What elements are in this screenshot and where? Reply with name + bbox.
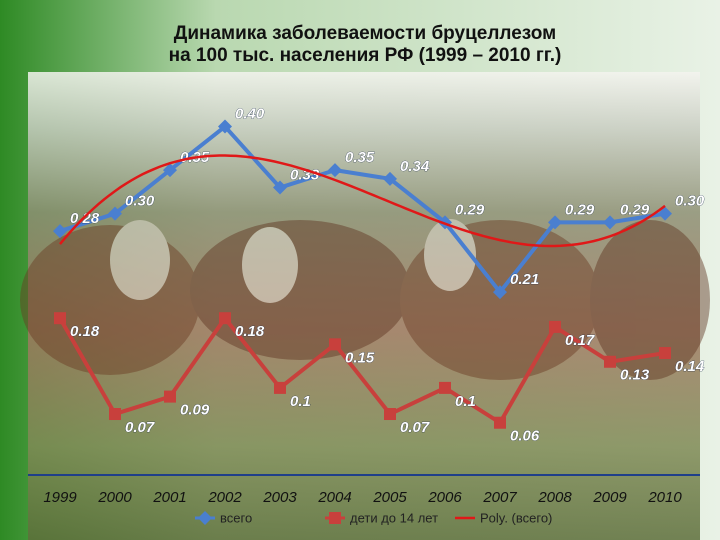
value-label: 0.13	[620, 367, 650, 384]
x-tick-label: 2000	[97, 489, 132, 506]
point	[384, 408, 396, 421]
x-tick-label: 2008	[537, 489, 572, 506]
cattle-silhouettes	[20, 219, 710, 380]
point	[198, 511, 212, 525]
value-label: 0.28	[70, 210, 100, 227]
value-label: 0.30	[125, 193, 155, 210]
point	[659, 347, 671, 360]
x-tick-label: 2001	[152, 489, 186, 506]
x-tick-label: 2003	[262, 489, 297, 506]
value-label: 0.1	[290, 393, 311, 410]
value-label: 0.06	[510, 428, 540, 445]
value-label: 0.29	[620, 201, 650, 218]
value-label: 0.07	[125, 419, 155, 436]
value-label: 0.21	[510, 271, 539, 288]
point	[163, 163, 177, 178]
x-tick-label: 2004	[317, 489, 351, 506]
point	[109, 408, 121, 421]
point	[658, 206, 672, 221]
value-label: 0.15	[345, 349, 375, 366]
value-label: 0.07	[400, 419, 430, 436]
series-line	[59, 124, 666, 295]
x-tick-label: 2007	[482, 489, 517, 506]
point	[329, 512, 341, 524]
value-label: 0.14	[675, 358, 705, 375]
x-tick-label: 2002	[207, 489, 242, 506]
point	[383, 171, 397, 186]
point	[273, 180, 287, 195]
x-tick-label: 2010	[647, 489, 682, 506]
value-label: 0.17	[565, 332, 595, 349]
point	[54, 312, 66, 325]
x-tick-label: 1999	[43, 489, 77, 506]
point	[548, 215, 562, 230]
point	[328, 163, 342, 178]
x-tick-label: 2006	[427, 489, 462, 506]
value-label: 0.34	[400, 158, 430, 175]
value-label: 0.18	[235, 323, 265, 340]
point	[219, 312, 231, 325]
legend-label: Poly. (всего)	[480, 510, 552, 525]
point	[494, 416, 506, 429]
trend-line	[59, 154, 666, 248]
value-label: 0.1	[455, 393, 476, 410]
series-line	[58, 316, 666, 425]
point	[439, 381, 451, 394]
point	[329, 338, 341, 351]
point	[274, 381, 286, 394]
value-label: 0.35	[345, 149, 375, 166]
legend-label: дети до 14 лет	[350, 510, 438, 525]
point	[549, 320, 561, 333]
photo-background	[28, 72, 700, 540]
point	[604, 355, 616, 368]
point	[164, 390, 176, 403]
x-tick-label: 2009	[592, 489, 627, 506]
point	[108, 206, 122, 221]
chart-title: на 100 тыс. населения РФ (1999 – 2010 гг…	[169, 45, 562, 66]
point	[53, 224, 67, 239]
chart-title: Динамика заболеваемости бруцеллезом	[174, 23, 556, 44]
point	[603, 215, 617, 230]
point	[493, 285, 507, 300]
value-label: 0.29	[565, 201, 595, 218]
legend-label: всего	[220, 510, 252, 525]
value-label: 0.09	[180, 402, 210, 419]
value-label: 0.33	[290, 167, 320, 184]
value-label: 0.29	[455, 201, 485, 218]
value-label: 0.40	[235, 106, 265, 123]
value-label: 0.18	[70, 323, 100, 340]
value-label: 0.30	[675, 193, 705, 210]
point	[218, 119, 232, 134]
x-tick-label: 2005	[372, 489, 407, 506]
